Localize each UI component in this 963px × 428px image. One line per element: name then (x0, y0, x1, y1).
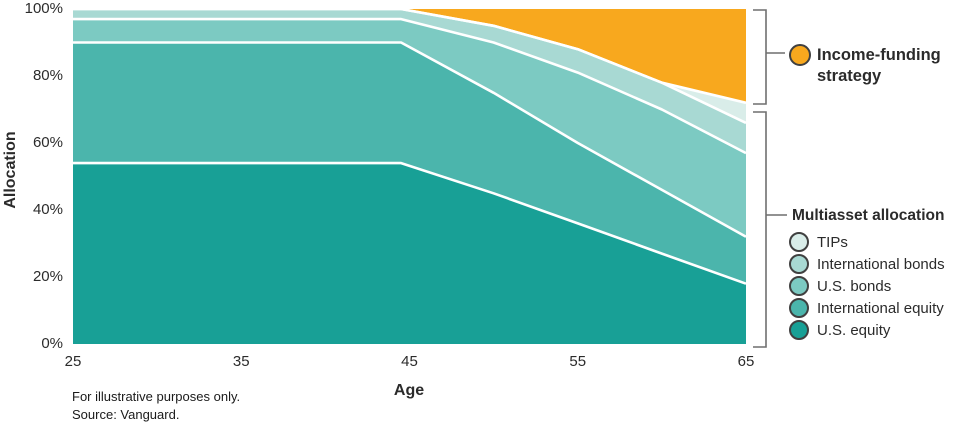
area-international-equity (73, 42, 746, 284)
legend-item-us-equity: U.S. equity (789, 319, 945, 341)
legend-item-international-equity: International equity (789, 297, 945, 319)
y-tick-0: 0% (41, 335, 63, 352)
income-funding-legend-label: Income-funding strategy (817, 45, 941, 87)
boundary-us-bonds-top (73, 17, 747, 155)
x-tick-25: 25 (64, 353, 82, 370)
y-tick-80: 80% (32, 67, 63, 84)
legend-item-tips: TIPs (789, 231, 945, 253)
area-us-equity (73, 163, 746, 344)
x-tick-55: 55 (569, 353, 587, 370)
legend-item-international-bonds: International bonds (789, 253, 945, 275)
tips-swatch-icon (789, 232, 809, 252)
area-international-bonds (73, 9, 746, 154)
income-funding-swatch-icon (789, 44, 811, 66)
footnote-line2: Source: Vanguard. (72, 406, 180, 422)
x-tick-65: 65 (737, 353, 755, 370)
footnote: For illustrative purposes only. Source: … (72, 388, 240, 423)
x-axis-title: Age (393, 382, 425, 399)
footnote-line1: For illustrative purposes only. (72, 389, 241, 404)
multiasset-bracket (753, 111, 767, 348)
legend-item-us-bonds: U.S. bonds (789, 275, 945, 297)
multiasset-legend-items: TIPs International bonds U.S. bonds Interna… (789, 231, 945, 341)
x-tick-45: 45 (401, 353, 418, 370)
y-tick-40: 40% (32, 201, 63, 218)
legend-item-label: International bonds (817, 255, 945, 273)
legend-item-label: U.S. equity (817, 321, 891, 339)
y-tick-60: 60% (32, 134, 63, 151)
multiasset-legend-header: Multiasset allocation (792, 207, 945, 224)
legend-item-label: U.S. bonds (817, 277, 892, 295)
income-funding-legend-line1: Income-funding (817, 46, 941, 64)
boundary-international-equity-top (73, 41, 747, 238)
international-bonds-swatch-icon (789, 254, 809, 274)
us-bonds-swatch-icon (789, 276, 809, 296)
y-tick-100: 100% (24, 0, 63, 17)
legend-item-label: International equity (817, 299, 944, 317)
income-funding-legend-line2: strategy (817, 67, 882, 85)
y-tick-20: 20% (32, 268, 63, 285)
international-equity-swatch-icon (789, 298, 809, 318)
area-income-funding-strategy (73, 9, 746, 103)
us-equity-swatch-icon (789, 320, 809, 340)
boundary-us-equity-top (73, 161, 747, 285)
band-separators (73, 7, 747, 285)
stacked-areas (73, 9, 746, 344)
legend-item-label: TIPs (817, 233, 848, 251)
income-bracket (753, 9, 767, 105)
boundary-tips-top (73, 7, 747, 105)
x-tick-35: 35 (232, 353, 250, 370)
